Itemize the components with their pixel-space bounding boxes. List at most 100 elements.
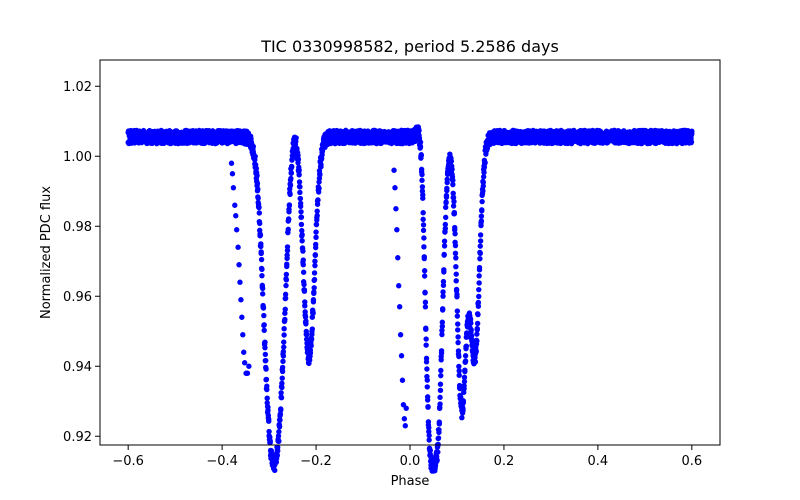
data-point [296,167,302,173]
data-point [301,281,307,288]
y-axis-ticks: 0.92 0.94 0.96 0.98 1.00 1.02 [63,80,100,445]
data-point [239,314,245,320]
data-point [300,248,306,254]
data-point [418,152,424,159]
data-point [477,250,483,257]
data-point [283,277,290,283]
data-point [250,143,257,150]
data-point [308,343,314,349]
x-tick-label: 0.4 [588,454,609,469]
data-point [476,293,482,300]
data-point [296,172,302,178]
data-point [302,299,308,305]
data-point [418,166,425,173]
data-point [424,377,430,383]
data-points [125,124,695,474]
data-point [396,304,403,310]
data-point [421,273,428,279]
data-point [452,242,459,249]
data-point [313,229,319,235]
data-point [399,377,406,383]
data-point [468,333,475,339]
data-point [256,210,263,216]
data-point [481,164,488,170]
data-point [456,363,462,370]
data-point [312,252,319,258]
data-point [279,384,285,391]
data-point [287,182,294,189]
data-point [295,156,302,163]
data-point [276,424,283,430]
data-point [476,280,482,286]
data-point [463,343,470,349]
data-point [403,405,409,411]
data-point [282,295,289,301]
data-point [474,320,481,327]
data-point [449,166,455,172]
data-point [300,262,306,268]
data-point [424,384,430,390]
data-point [276,429,282,435]
data-point [238,297,244,303]
data-point [299,238,305,244]
data-point [256,204,262,210]
data-point [435,449,441,455]
x-tick-label: 0.0 [400,454,421,469]
x-tick-label: −0.4 [206,454,238,469]
y-tick-label: 1.02 [63,80,92,95]
data-point [258,249,264,255]
y-tick-label: 0.96 [63,290,92,305]
data-point [297,184,303,190]
data-point [479,198,485,205]
data-point [420,227,427,234]
data-point [275,433,282,439]
data-point [442,221,449,228]
data-point [241,349,247,355]
data-point [455,348,462,354]
data-point [455,321,461,327]
data-point [272,467,278,474]
data-point [425,419,432,425]
data-point [284,244,291,250]
data-point [254,172,260,179]
data-point [303,336,310,343]
data-point [422,304,429,310]
data-point [434,457,440,463]
data-point [420,192,426,198]
data-point [263,366,269,372]
data-point [296,179,303,185]
data-point [393,206,399,212]
x-tick-label: 0.6 [681,454,702,469]
data-point [311,270,318,276]
data-point [285,226,291,233]
data-point [441,238,448,244]
data-point [310,310,316,317]
data-point [439,306,446,312]
data-point [474,327,480,333]
data-point [439,331,445,338]
data-point [281,332,287,338]
data-point [474,331,480,337]
data-point [297,189,303,196]
data-point [438,367,444,374]
data-point [440,282,447,289]
y-tick-label: 0.98 [63,220,92,235]
data-point [397,332,404,338]
data-point [423,359,430,365]
data-point [479,208,485,214]
data-point [312,241,319,248]
data-point [436,419,443,425]
data-point [261,327,267,334]
data-point [444,176,450,183]
data-point [252,153,258,160]
y-axis-label: Normalized PDC flux [39,186,54,319]
data-point [287,191,293,198]
data-point [484,145,491,151]
data-point [436,429,442,436]
data-point [240,332,246,338]
data-point [443,214,449,221]
data-point [281,326,287,332]
data-point [456,353,462,360]
data-point [298,214,305,220]
